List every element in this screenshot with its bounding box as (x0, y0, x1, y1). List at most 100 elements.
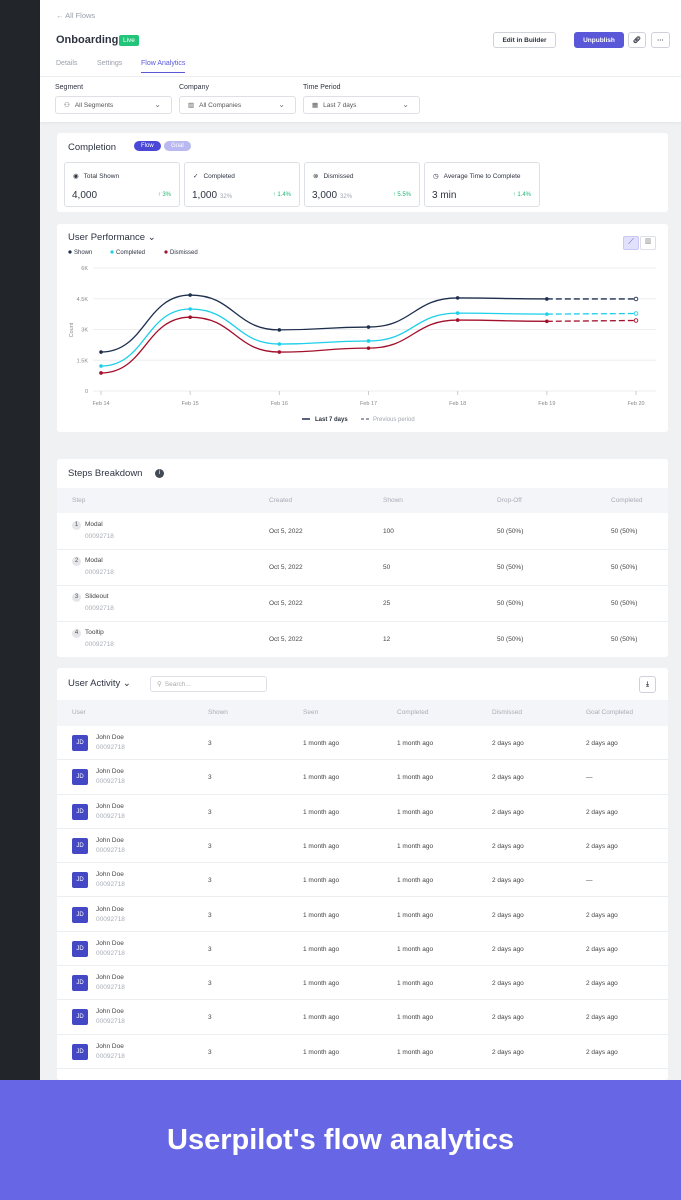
data-point (188, 293, 192, 297)
activity-goal: 2 days ago (586, 945, 618, 953)
user-id: 00092718 (96, 744, 125, 751)
back-link[interactable]: ← All Flows (56, 11, 95, 20)
activity-title-dropdown[interactable]: User Activity ⌄ (68, 678, 131, 689)
activity-dismissed: 2 days ago (492, 911, 524, 919)
tab-settings[interactable]: Settings (97, 60, 123, 67)
table-row[interactable]: JD John Doe 00092718 3 1 month ago 1 month ag… (57, 726, 668, 761)
data-point (455, 296, 460, 300)
arrow-up-icon: ↑ (272, 192, 278, 198)
step-number: 4 (72, 629, 81, 638)
activity-seen: 1 month ago (303, 1014, 340, 1022)
user-name: John Doe (96, 1042, 124, 1050)
stat-change-text: 1.4% (277, 192, 291, 198)
table-row[interactable]: JD John Doe 00092718 3 1 month ago 1 month ag… (57, 795, 668, 829)
y-tick-label: 1.5K (77, 358, 89, 364)
activity-shown: 3 (208, 911, 212, 919)
avatar: JD (72, 906, 88, 923)
data-point (455, 311, 460, 315)
step-created: Oct 5, 2022 (269, 636, 303, 643)
unpublish-button[interactable]: Unpublish (574, 32, 624, 48)
activity-completed: 1 month ago (397, 1014, 434, 1022)
data-point (633, 311, 639, 316)
activity-seen: 1 month ago (303, 945, 340, 953)
completion-card: Completion Flow Goal ◉ Total Shown 4,000 ↑ … (57, 133, 668, 212)
line-chart-toggle[interactable]: ⟋ (623, 236, 639, 250)
column-header: Completed (397, 709, 429, 716)
download-icon: ⤓ (646, 680, 649, 688)
link-icon: 🔗︎ (632, 37, 642, 44)
edit-in-builder-button[interactable]: Edit in Builder (493, 32, 556, 48)
legend-label: Dismissed (170, 250, 198, 256)
activity-dismissed: 2 days ago (492, 1014, 524, 1022)
table-row[interactable]: JD John Doe 00092718 3 1 month ago 1 month ag… (57, 932, 668, 967)
table-row[interactable]: JD John Doe 00092718 3 1 month ago 1 month ag… (57, 1035, 668, 1069)
activity-completed: 1 month ago (397, 911, 434, 919)
table-row[interactable]: JD John Doe 00092718 3 1 month ago 1 month ag… (57, 760, 668, 795)
table-row[interactable]: JD John Doe 00092718 3 1 month ago 1 month ag… (57, 1000, 668, 1035)
search-input[interactable]: ⚲ Search... (150, 676, 267, 692)
tab-details[interactable]: Details (56, 60, 78, 67)
avatar: JD (72, 803, 88, 820)
user-name: John Doe (96, 939, 124, 947)
bar-chart-toggle[interactable]: ▥ (640, 236, 656, 250)
chevron-down-icon: ⌄ (402, 100, 409, 109)
user-id: 00092718 (96, 949, 125, 957)
copy-link-button[interactable]: 🔗︎ (628, 32, 646, 48)
column-header: User (72, 709, 86, 716)
goal-toggle[interactable]: Goal (164, 141, 191, 151)
table-row[interactable]: JD John Doe 00092718 3 1 month ago 1 month ag… (57, 898, 668, 932)
company-select[interactable]: ▥ All Companies ⌄ (179, 96, 296, 114)
user-cell: John Doe 00092718 (96, 837, 125, 854)
y-tick-label: 0 (85, 389, 88, 395)
data-point (633, 318, 639, 323)
stat-change: ↑ 1.4% (273, 192, 291, 198)
user-cell: John Doe 00092718 (96, 974, 125, 991)
flow-toggle[interactable]: Flow (134, 141, 161, 151)
activity-completed: 1 month ago (397, 842, 434, 850)
user-id: 00092718 (96, 915, 125, 923)
user-name: John Doe (96, 974, 124, 982)
chart-title-dropdown[interactable]: User Performance ⌄ (68, 232, 156, 243)
user-cell: John Doe 00092718 (96, 1008, 125, 1025)
chevron-down-icon: ⌄ (154, 100, 161, 109)
activity-dismissed: 2 days ago (492, 740, 524, 747)
stat-change: ↑ 1.4% (513, 192, 531, 198)
tab-flow-analytics[interactable]: Flow Analytics (141, 60, 186, 73)
info-icon[interactable]: i (155, 469, 164, 478)
activity-goal: 2 days ago (586, 808, 618, 816)
x-tick-label: Feb 15 (182, 401, 199, 407)
stat-label-text: Completed (203, 172, 235, 180)
company-label: Company (179, 84, 209, 91)
time-period-select[interactable]: ▦ Last 7 days ⌄ (303, 96, 420, 114)
activity-seen: 1 month ago (303, 877, 340, 885)
activity-completed: 1 month ago (397, 877, 434, 885)
table-row[interactable]: JD John Doe 00092718 3 1 month ago 1 month ag… (57, 829, 668, 864)
activity-table-header: User Shown Seen Completed Dismissed Goal Comp… (57, 700, 668, 726)
activity-goal: 2 days ago (586, 842, 618, 850)
more-options-button[interactable]: ··· (651, 32, 670, 48)
table-row: 1 Modal 00092718 Oct 5, 2022 100 50 (50%) 50 (… (57, 514, 668, 550)
search-placeholder: Search... (164, 680, 191, 688)
table-row[interactable]: JD John Doe 00092718 3 1 month ago 1 month ag… (57, 863, 668, 898)
segment-select[interactable]: ⚇ All Segments ⌄ (55, 96, 172, 114)
legend-marker (110, 250, 114, 254)
status-badge: Live (119, 35, 139, 46)
activity-completed: 1 month ago (397, 1048, 434, 1056)
avatar: JD (72, 769, 88, 786)
series-line-completed (100, 308, 547, 367)
activity-shown: 3 (208, 945, 212, 953)
data-point (545, 319, 549, 324)
column-header: Step (72, 497, 86, 504)
check-circle-icon: ✓ (193, 173, 199, 180)
user-id: 00092718 (96, 846, 125, 854)
download-button[interactable]: ⤓ (639, 676, 656, 693)
stat-card: ✓ Completed 1,000 32% ↑ 1.4% (184, 162, 300, 207)
stat-card: ⊗ Dismissed 3,000 32% ↑ 5.5% (304, 162, 420, 207)
building-icon: ▥ (188, 102, 195, 109)
activity-shown: 3 (208, 774, 212, 782)
step-name: Tooltip (85, 629, 104, 636)
table-row[interactable]: JD John Doe 00092718 3 1 month ago 1 month ag… (57, 966, 668, 1001)
stat-label: ✓ Completed (193, 172, 235, 181)
step-id: 00092718 (85, 533, 114, 540)
x-tick-label: Feb 20 (627, 401, 644, 407)
